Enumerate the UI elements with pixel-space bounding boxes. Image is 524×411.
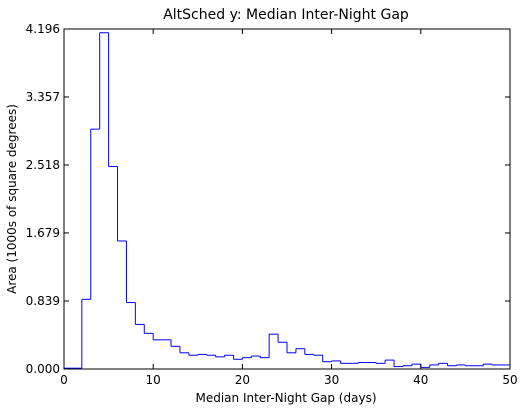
- y-tick-label-0: 0.000: [26, 362, 60, 376]
- y-tick-label-3: 2.518: [26, 158, 60, 172]
- x-tick-label-0: 0: [60, 373, 68, 387]
- x-tick-label-4: 40: [413, 373, 428, 387]
- x-tick-label-5: 50: [502, 373, 517, 387]
- y-tick-label-2: 1.679: [26, 226, 60, 240]
- plot-area: 0 10 20 30 40 50 0.000 0.839 1.679 2.518 3.357 4.19…: [26, 22, 518, 387]
- y-tick-label-5: 4.196: [26, 22, 60, 36]
- x-tick-label-2: 20: [235, 373, 250, 387]
- chart-title: AltSched y: Median Inter-Night Gap: [163, 7, 409, 23]
- x-axis-label: Median Inter-Night Gap (days): [195, 391, 376, 405]
- y-tick-label-4: 3.357: [26, 90, 60, 104]
- axes-frame: [63, 28, 511, 370]
- y-axis-label: Area (1000s of square degrees): [5, 104, 19, 294]
- y-tick-label-1: 0.839: [26, 294, 60, 308]
- x-tick-label-3: 30: [324, 373, 339, 387]
- x-tick-label-1: 10: [146, 373, 161, 387]
